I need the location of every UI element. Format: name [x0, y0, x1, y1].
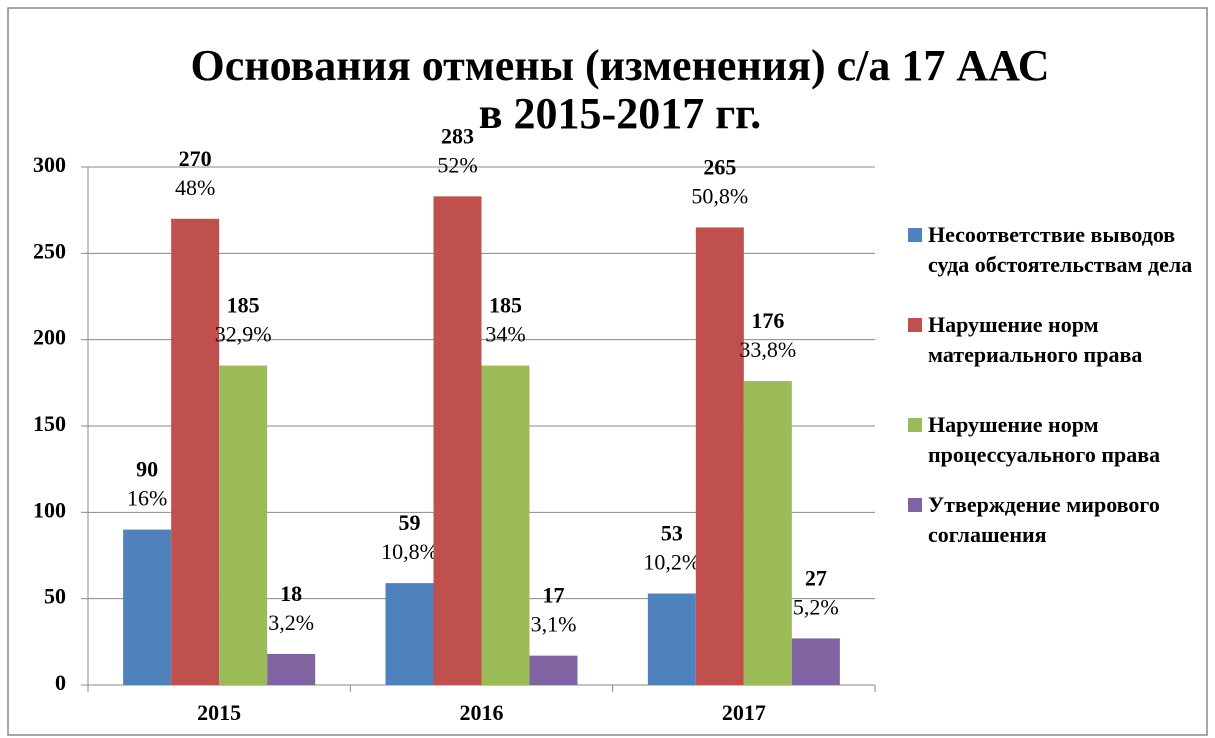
bar [529, 655, 578, 685]
data-label: 18 [280, 581, 302, 606]
bar [695, 227, 744, 685]
legend-swatch [908, 228, 922, 242]
share-label: 48% [175, 175, 215, 200]
legend-item: Несоответствие выводов суда обстоятельст… [908, 220, 1208, 280]
x-tick-label: 2015 [197, 700, 241, 725]
y-tick-label: 100 [33, 497, 66, 522]
data-label: 59 [398, 510, 420, 535]
legend-swatch [908, 418, 922, 432]
share-label: 3,2% [268, 610, 314, 635]
frame [7, 7, 1208, 736]
legend-label: Несоответствие выводов суда обстоятельст… [928, 222, 1193, 277]
share-label: 5,2% [793, 594, 839, 619]
bar [481, 365, 530, 685]
share-label: 10,8% [381, 539, 438, 564]
bar [123, 529, 172, 685]
y-tick-label: 250 [33, 238, 66, 263]
data-label: 27 [805, 565, 827, 590]
bar [647, 593, 696, 685]
data-label: 283 [441, 123, 474, 148]
share-label: 33,8% [739, 337, 796, 362]
data-label: 185 [227, 293, 260, 318]
x-tick-label: 2017 [722, 700, 766, 725]
data-label: 265 [703, 154, 736, 179]
bar [385, 583, 434, 685]
data-label: 176 [751, 308, 784, 333]
bar [791, 638, 840, 685]
data-label: 185 [489, 293, 522, 318]
share-label: 34% [485, 322, 525, 347]
data-label: 53 [661, 521, 683, 546]
y-tick-label: 300 [33, 152, 66, 177]
share-label: 50,8% [691, 183, 748, 208]
legend-swatch [908, 498, 922, 512]
share-label: 16% [127, 486, 167, 511]
legend-swatch [908, 318, 922, 332]
x-tick-label: 2016 [460, 700, 504, 725]
legend-label: Утверждение мирового соглашения [928, 492, 1160, 547]
y-tick-label: 0 [55, 670, 66, 695]
legend: Несоответствие выводов суда обстоятельст… [908, 200, 1208, 550]
data-label: 90 [136, 457, 158, 482]
y-tick-label: 150 [33, 411, 66, 436]
legend-item: Нарушение норм процессуального права [908, 410, 1208, 470]
y-tick-label: 50 [44, 584, 66, 609]
share-label: 10,2% [643, 550, 700, 575]
y-tick-label: 200 [33, 325, 66, 350]
share-label: 3,1% [531, 612, 577, 637]
bar [219, 365, 268, 685]
chart-title: Основания отмены (изменения) с/а 17 ААС … [190, 41, 1050, 138]
share-label: 52% [437, 152, 477, 177]
legend-item: Нарушение норм материального права [908, 310, 1208, 370]
data-label: 17 [543, 583, 565, 608]
share-label: 32,9% [215, 322, 272, 347]
bar [433, 196, 482, 685]
bar [743, 381, 792, 685]
legend-item: Утверждение мирового соглашения [908, 490, 1208, 550]
data-label: 270 [179, 146, 212, 171]
legend-label: Нарушение норм материального права [928, 312, 1143, 367]
bar [267, 653, 316, 685]
bar [171, 218, 220, 686]
legend-label: Нарушение норм процессуального права [928, 412, 1161, 467]
